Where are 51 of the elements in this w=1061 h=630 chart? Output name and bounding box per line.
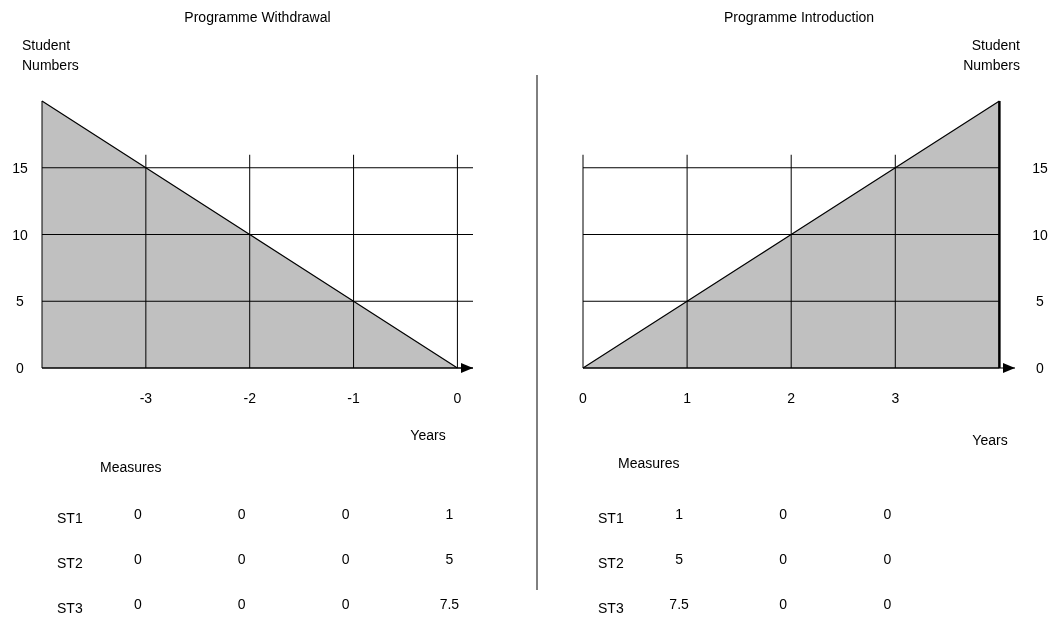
chart-title: Programme Introduction [723, 9, 875, 25]
y2-tick-label: 10 [1032, 226, 1048, 243]
text: 0 [883, 596, 892, 612]
x-axis-title: Years [410, 427, 446, 443]
text: 0 [133, 596, 142, 612]
text: 0 [133, 551, 142, 567]
x-tick-label: -1 [347, 390, 360, 406]
text: 0 [779, 596, 788, 612]
text: Measures [618, 455, 680, 471]
y2-tick-label: 5 [1036, 293, 1045, 310]
text: 0 [341, 506, 350, 522]
text: ST1 [598, 510, 624, 526]
y2-tick-label: 0 [1036, 360, 1045, 376]
text: 1 [445, 506, 454, 522]
text: 0 [341, 596, 350, 612]
text: 5 [445, 551, 454, 567]
text: 0 [883, 506, 892, 522]
text: ST3 [57, 600, 83, 616]
y-tick-label: 15 [12, 159, 28, 176]
x-tick-label: 2 [787, 390, 796, 406]
x-tick-label: 1 [683, 390, 692, 406]
text: 0 [341, 551, 350, 567]
text: 7.5 [439, 596, 460, 612]
y-tick-label: 5 [16, 293, 25, 310]
text: 0 [133, 506, 142, 522]
x-tick-label: 3 [891, 390, 900, 406]
y2-axis-title: Student Numbers [963, 37, 1021, 73]
x-axis-title: Years [972, 432, 1008, 448]
x-tick-label: -3 [139, 390, 153, 406]
text: 5 [675, 551, 684, 567]
y-tick-label: 10 [12, 226, 28, 243]
chart-title: Programme Withdrawal [184, 9, 331, 25]
x-tick-label: 0 [579, 390, 588, 406]
text: 0 [237, 551, 246, 567]
y-axis-title: Student Numbers [22, 37, 79, 73]
text: Measures [100, 459, 162, 475]
text: 0 [779, 506, 788, 522]
text: 0 [779, 551, 788, 567]
text: 7.5 [669, 596, 690, 612]
text: 0 [883, 551, 892, 567]
y2-tick-label: 15 [1032, 159, 1048, 176]
x-tick-label: -2 [243, 390, 257, 406]
text: 1 [675, 506, 684, 522]
text: ST2 [57, 555, 83, 571]
text: ST3 [598, 600, 624, 616]
x-tick-label: 0 [453, 390, 462, 406]
text: 0 [237, 596, 246, 612]
text: 0 [237, 506, 246, 522]
text: ST2 [598, 555, 624, 571]
y-tick-label: 0 [16, 360, 25, 376]
text: ST1 [57, 510, 83, 526]
